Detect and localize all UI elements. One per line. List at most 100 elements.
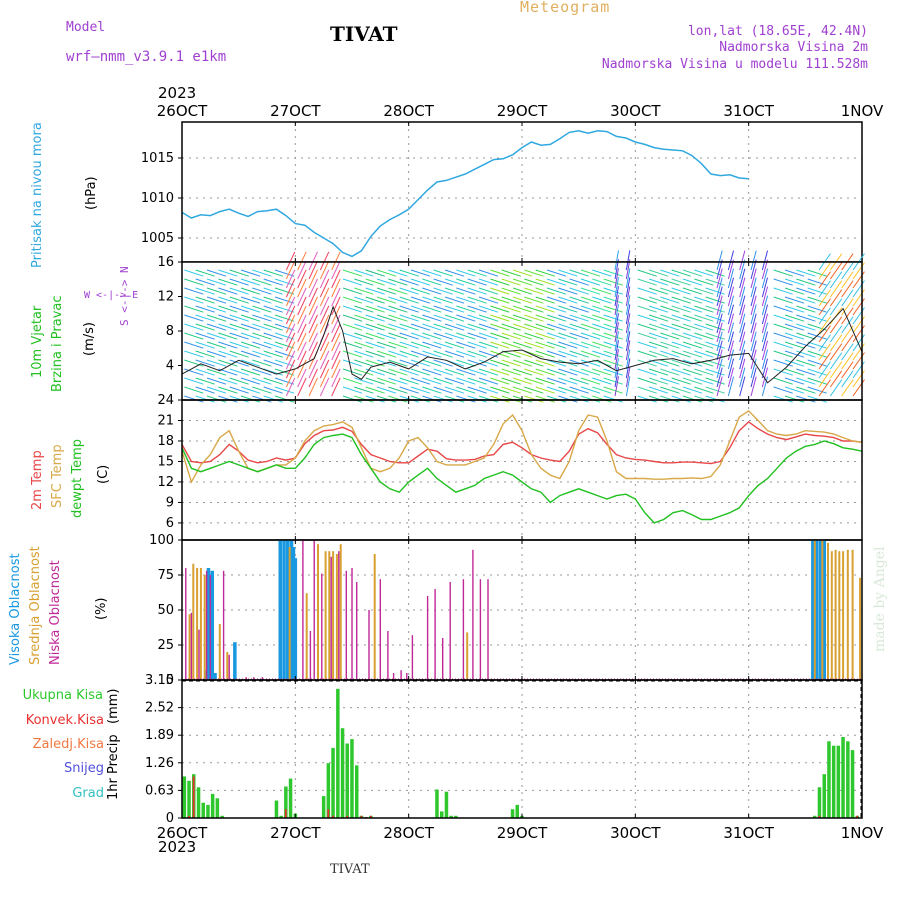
- wind-barb: [297, 332, 307, 352]
- wind-barb: [818, 262, 831, 280]
- wind-barb: [240, 377, 261, 385]
- wind-barb: [456, 323, 476, 331]
- elevation-label: Nadmorska Visina 2m: [719, 40, 868, 55]
- wind-barb: [297, 260, 307, 280]
- wind-barb: [218, 314, 238, 322]
- wind-barb: [478, 287, 499, 295]
- year-bottom: 2023: [158, 838, 197, 856]
- wind-barb: [648, 269, 669, 277]
- wind-barb: [456, 287, 476, 295]
- wind-barb: [399, 323, 419, 331]
- wind-barb: [399, 395, 419, 403]
- wind-barb: [671, 377, 691, 385]
- wind-barb: [410, 395, 431, 403]
- wind-barb: [478, 296, 499, 304]
- wind-barb: [399, 269, 419, 277]
- wind-barb: [524, 359, 544, 367]
- wind-barb: [546, 314, 567, 322]
- wind-barb: [694, 386, 714, 394]
- wind-barb: [818, 379, 831, 397]
- wind-barb: [716, 286, 723, 307]
- wind-barb: [648, 287, 669, 295]
- precip-legend-total: Ukupna Kisa: [22, 688, 103, 703]
- wind-barb: [240, 368, 261, 376]
- cloud-mid-bar: [196, 568, 199, 680]
- wind-barb: [796, 377, 816, 385]
- precip-conv-bar: [192, 776, 195, 818]
- precip-total-bar: [817, 787, 822, 818]
- wind-barb: [671, 296, 691, 304]
- wind-barb: [750, 331, 757, 352]
- wind-barb: [558, 323, 578, 331]
- wind-barb: [682, 305, 703, 313]
- wind-barb: [263, 287, 283, 295]
- wind-barb: [206, 377, 227, 385]
- wind-barb: [637, 395, 657, 403]
- precip-frame: [181, 679, 863, 819]
- wind-barb: [308, 368, 318, 388]
- wind-barb: [694, 359, 714, 367]
- cloud-low-bar: [472, 549, 474, 680]
- wind-barb: [376, 287, 397, 295]
- wind-barb: [739, 376, 746, 397]
- wind-barb: [388, 377, 408, 385]
- wind-barb: [614, 322, 619, 343]
- wind-barb: [444, 278, 465, 286]
- wind-barb: [694, 323, 714, 331]
- wind-barb: [410, 314, 431, 322]
- precip-chart: 0 0.63 1.26 1.89 2.52 3.15: [145, 673, 863, 826]
- wind-barb: [829, 352, 843, 370]
- wind-barb: [433, 359, 453, 367]
- wind-barb: [195, 314, 215, 322]
- wind-barb: [818, 334, 831, 352]
- wind-barb: [535, 305, 555, 313]
- wind-barb: [841, 262, 854, 280]
- wind-barb: [682, 323, 703, 331]
- precip-total-bar: [340, 728, 345, 818]
- precip-legend-hail: Grad: [72, 786, 104, 801]
- cloud-low-bar: [245, 677, 247, 680]
- wind-barb: [592, 377, 612, 385]
- wind-barb: [184, 332, 204, 340]
- wind-barb: [773, 332, 793, 340]
- wind-barb: [512, 287, 533, 295]
- wind-barb: [648, 332, 669, 340]
- precip-conv-bar: [284, 809, 287, 818]
- wind-barb: [319, 368, 330, 388]
- x-tick-label-bottom: 1NOV: [841, 824, 884, 842]
- precip-total-bar: [274, 800, 279, 818]
- wind-barb: [274, 395, 295, 403]
- cloud-mid-bar: [305, 593, 308, 680]
- precip-ytick-label: 0.63: [145, 783, 174, 798]
- cloud-mid-bar: [846, 549, 849, 680]
- wind-barb: [784, 359, 805, 367]
- wind-barb: [796, 341, 816, 349]
- wind-barb: [410, 350, 431, 358]
- wind-barb: [750, 250, 757, 271]
- wind-barb: [308, 314, 318, 334]
- wind-barb: [331, 368, 341, 388]
- cloud-high-bar: [811, 540, 815, 680]
- cloud-low-bar: [205, 570, 208, 680]
- wind-barb: [399, 377, 419, 385]
- cloud-mid-bar: [834, 549, 837, 680]
- wind-barb: [671, 314, 691, 322]
- wind-barb: [422, 314, 442, 322]
- wind-barb: [637, 359, 657, 367]
- wind-barb: [841, 271, 854, 289]
- wind-barb: [263, 278, 283, 286]
- wind-barb: [558, 350, 578, 358]
- wind-barb: [671, 341, 691, 349]
- wind-barb: [705, 278, 725, 286]
- wind-barb: [342, 350, 363, 358]
- wind-barb: [660, 296, 680, 304]
- cloud-high-bar: [282, 540, 286, 680]
- wind-barb: [501, 269, 521, 277]
- wind-barb: [841, 280, 854, 298]
- wind-barb: [308, 260, 318, 280]
- wind-barb: [592, 296, 612, 304]
- wind-barb: [546, 278, 567, 286]
- wind-barb: [252, 359, 272, 367]
- wind-barb: [490, 314, 510, 322]
- wind-barb: [501, 314, 521, 322]
